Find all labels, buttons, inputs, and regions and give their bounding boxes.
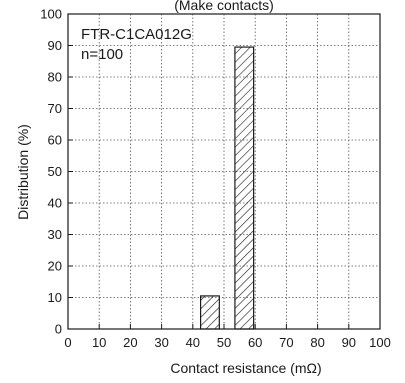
x-tick-label: 30	[154, 335, 168, 350]
x-tick-label: 10	[92, 335, 106, 350]
y-tick-label: 40	[48, 196, 62, 211]
x-tick-label: 60	[248, 335, 262, 350]
x-tick-label: 80	[310, 335, 324, 350]
bar-0	[200, 295, 220, 330]
bars	[200, 46, 255, 330]
x-axis-label: Contact resistance (mΩ)	[170, 360, 321, 376]
sample-size-annotation: n=100	[81, 46, 123, 63]
y-tick-label: 20	[48, 259, 62, 274]
y-tick-label: 80	[48, 70, 62, 85]
x-tick-label: 90	[342, 335, 356, 350]
y-tick-label: 0	[55, 322, 62, 337]
y-axis-ticks: 0 10 20 30 40 50 60 70 80 90 100	[40, 7, 73, 337]
bar-1	[234, 46, 255, 330]
x-tick-label: 40	[186, 335, 200, 350]
x-tick-label: 50	[217, 335, 231, 350]
chart-title: (Make contacts)	[174, 0, 274, 13]
x-tick-label: 0	[64, 335, 71, 350]
y-tick-label: 100	[40, 7, 62, 22]
y-axis-label: Distribution (%)	[15, 124, 31, 220]
x-tick-label: 100	[369, 335, 391, 350]
y-tick-label: 90	[48, 38, 62, 53]
x-tick-label: 70	[279, 335, 293, 350]
y-tick-label: 60	[48, 133, 62, 148]
y-tick-label: 50	[48, 164, 62, 179]
grid-lines	[68, 14, 380, 329]
x-tick-label: 20	[123, 335, 137, 350]
y-tick-label: 10	[48, 290, 62, 305]
model-annotation: FTR-C1CA012G	[81, 26, 192, 43]
y-tick-label: 30	[48, 227, 62, 242]
y-tick-label: 70	[48, 101, 62, 116]
x-axis-ticks: 0 10 20 30 40 50 60 70 80 90 100	[64, 324, 391, 350]
